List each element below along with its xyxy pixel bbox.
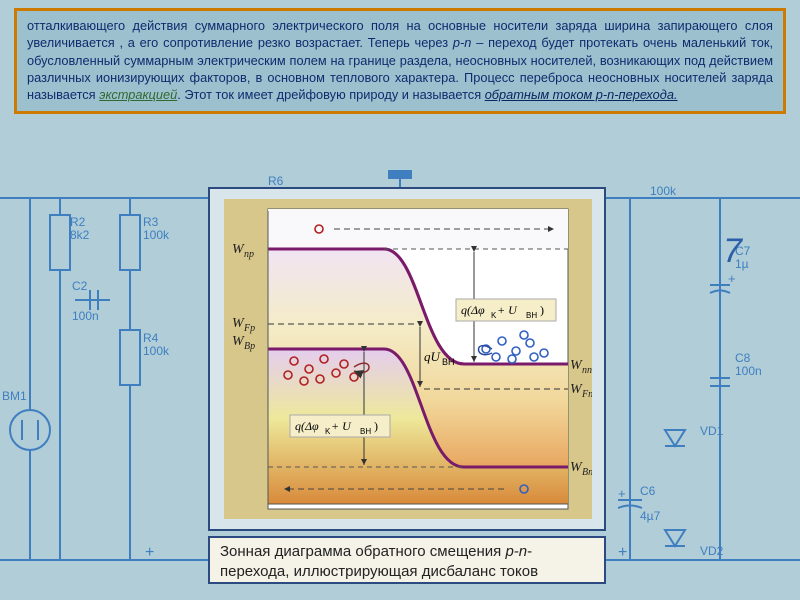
lbl-c8v: 100n [735,364,762,378]
lbl-r2: R2 [70,215,86,229]
lbl-c6v: 4µ7 [640,509,661,523]
para-c: . Этот ток имеет дрейфовую природу и наз… [177,87,484,102]
pn-italic: p-n [453,35,472,50]
lbl-bm1: BM1 [2,389,27,403]
svg-text:Вn: Вn [582,467,592,478]
svg-text:): ) [374,419,378,433]
lbl-c2: C2 [72,279,88,293]
svg-text:q(Δφ: q(Δφ [461,303,485,317]
svg-text:ВН: ВН [360,427,371,436]
lbl-100k: 100k [650,184,677,198]
slide-number: 7 [723,232,742,271]
svg-text:+: + [618,486,626,501]
term-extraction: экстракцией [99,87,177,102]
lbl-r2v: 8k2 [70,228,90,242]
lbl-vd1: VD1 [700,424,724,438]
diagram-caption: Зонная диаграмма обратного смещения p-n-… [208,536,606,584]
lbl-vd2: VD2 [700,544,724,558]
svg-text:+: + [728,271,736,286]
lbl-r4v: 100k [143,344,170,358]
lbl-c6: C6 [640,484,656,498]
svg-text:qU: qU [424,349,442,364]
svg-text:Fp: Fp [243,323,255,334]
cap-pn: p-n [505,543,527,560]
cap-a: Зонная диаграмма обратного смещения [220,543,505,560]
svg-text:ВН: ВН [526,311,537,320]
band-diagram-panel: Wпр WFp WВp Wпn WFn WВn qU ВН q(Δφ K + U… [208,187,606,531]
main-text-box: отталкивающего действия суммарного элект… [14,8,786,114]
svg-text:+: + [618,544,627,561]
svg-text:пр: пр [244,249,254,260]
lbl-r6: R6 [268,174,284,188]
svg-text:пn: пn [582,365,592,376]
lbl-c2v: 100n [72,309,99,323]
lbl-r4: R4 [143,331,159,345]
svg-text:): ) [540,303,544,317]
band-diagram-svg: Wпр WFp WВp Wпn WFn WВn qU ВН q(Δφ K + U… [224,199,592,519]
svg-text:Fn: Fn [581,389,592,400]
term-reverse-current: обратным током p-n-перехода. [485,87,678,102]
svg-text:q(Δφ: q(Δφ [295,419,319,433]
lbl-r3: R3 [143,215,159,229]
svg-text:Вp: Вp [244,341,255,352]
svg-text:+ U: + U [331,419,352,433]
svg-text:+ U: + U [497,303,518,317]
svg-text:+: + [145,544,154,561]
lbl-r3v: 100k [143,228,170,242]
svg-text:ВН: ВН [442,357,455,367]
lbl-c8: C8 [735,351,751,365]
